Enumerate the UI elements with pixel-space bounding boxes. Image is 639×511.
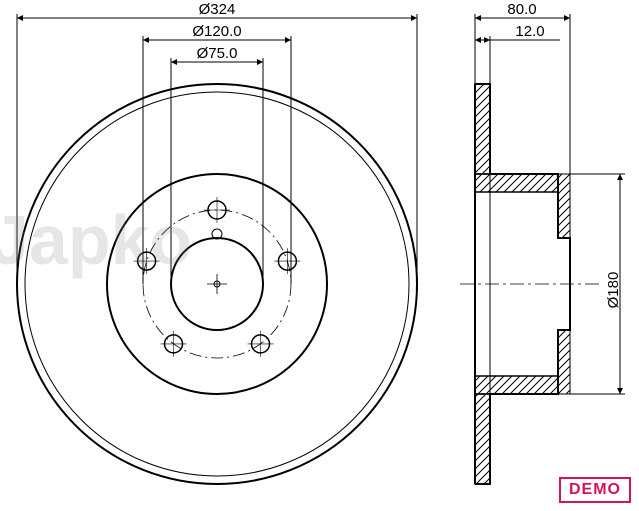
- side-view: [460, 84, 600, 484]
- side-dimensions: [475, 14, 625, 394]
- demo-badge: DEMO: [559, 477, 631, 503]
- drawing-canvas: Ø324 Ø120.0 Ø75.0: [0, 0, 639, 511]
- dim-thickness: 12.0: [515, 23, 544, 40]
- dim-hub-dia: Ø180: [605, 272, 622, 309]
- dim-d3: Ø75.0: [197, 45, 238, 62]
- dim-d1: Ø324: [199, 1, 236, 18]
- front-view: [17, 84, 417, 484]
- dim-depth: 80.0: [507, 1, 536, 18]
- dim-d2: Ø120.0: [192, 23, 241, 40]
